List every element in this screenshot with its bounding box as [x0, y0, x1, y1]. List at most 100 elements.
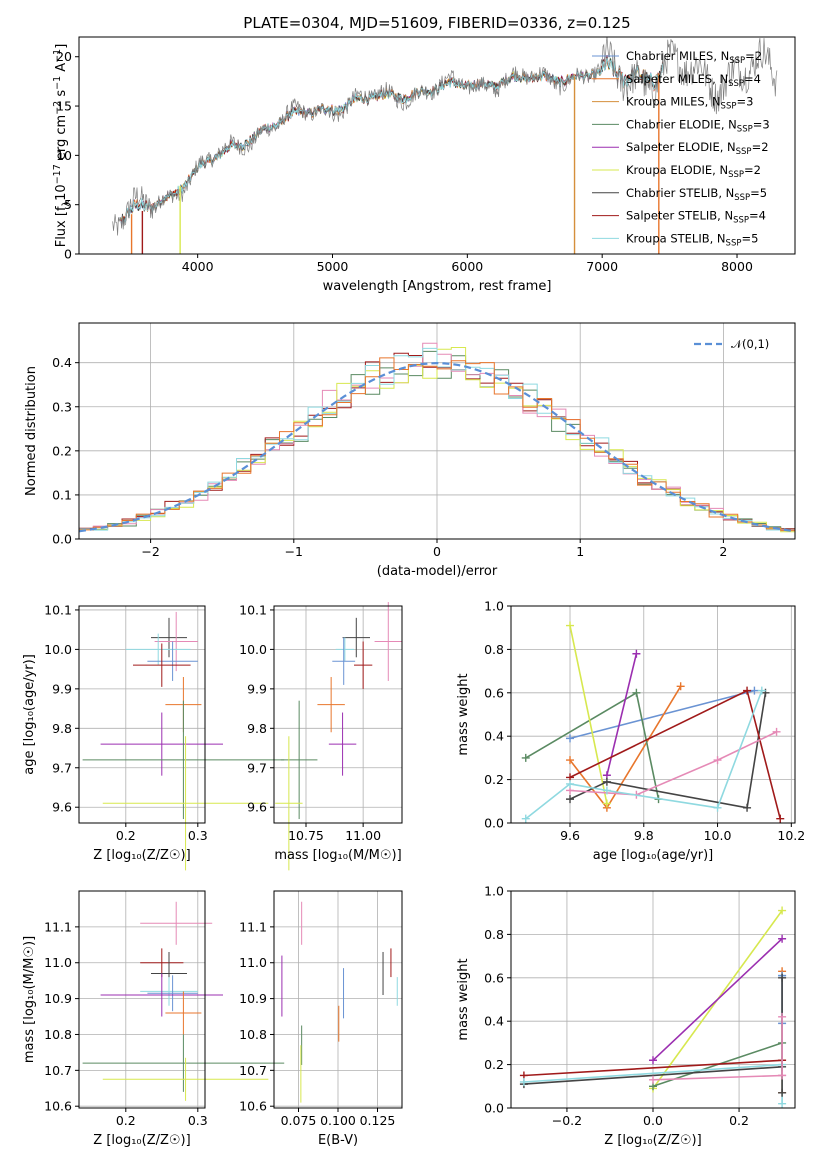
weight-marker	[521, 814, 530, 823]
y-tick-label: 0.0	[484, 816, 504, 831]
model-spectrum-line	[121, 58, 662, 221]
mass_vs_ebv-plot	[281, 901, 398, 1103]
weight-marker	[778, 1012, 787, 1021]
weight-marker	[750, 686, 759, 695]
weight-marker	[632, 688, 641, 697]
axes-frame	[78, 605, 206, 824]
y-tick-label: 0.4	[484, 729, 504, 744]
y-tick-label: 0	[64, 247, 72, 262]
y-axis-label-part: −1	[52, 76, 63, 90]
legend-sub: SSP	[726, 238, 742, 248]
x-axis-label: E(B-V)	[318, 1133, 358, 1148]
model-spectrum-line	[119, 57, 662, 224]
y-tick-label: 10.6	[44, 1099, 72, 1114]
y-tick-label: 0.8	[484, 642, 504, 657]
weight-marker	[566, 795, 575, 804]
y-tick-label: 10.8	[44, 1027, 72, 1042]
normal-curve	[78, 361, 796, 533]
legend-sub: SSP	[729, 56, 745, 66]
y-axis-label-part: λ	[61, 200, 72, 206]
weight-series-line	[523, 1059, 783, 1077]
x-tick-label: 0.125	[360, 1113, 396, 1128]
x-tick-label: 0.2	[116, 1113, 136, 1128]
y-axis-label: mass [log₁₀(M/M☉)]	[22, 936, 37, 1063]
y-tick-label: 20	[56, 49, 72, 64]
mass_vs_Z-plot	[82, 901, 285, 1101]
y-tick-label: 5	[64, 197, 72, 212]
y-tick-label: 10.8	[239, 1027, 267, 1042]
y-tick-label: 0.0	[484, 1101, 504, 1116]
x-axis-label: wavelength [Angstrom, rest frame]	[323, 279, 552, 294]
model-spectrum-line	[119, 58, 662, 225]
x-tick-label: 10.2	[777, 828, 805, 843]
model-spectrum-line	[124, 57, 664, 223]
y-tick-label: 0.2	[52, 443, 72, 458]
y-axis-label: age [log₁₀(age/yr)]	[22, 654, 37, 775]
x-tick-label: −1	[285, 544, 303, 559]
y-tick-label: 0.6	[484, 970, 504, 985]
x-tick-label: 7000	[586, 259, 618, 274]
age_vs_mass-frame: 10.75 11.00 9.6 9.7 9.8 9.9 10.0 10.1 mass [log₁…	[239, 602, 403, 863]
legend-label: Salpeter STELIB, N	[626, 209, 733, 223]
weight-series-line	[523, 1066, 783, 1085]
x-axis-label: (data-model)/error	[377, 564, 498, 579]
histogram-series	[79, 347, 795, 531]
y-tick-label: 10.6	[239, 1099, 267, 1114]
legend-label: Kroupa MILES, N	[626, 95, 721, 109]
legend-n: =2	[745, 49, 762, 63]
legend-label: Chabrier STELIB, N	[626, 186, 734, 200]
legend-entry: Salpeter STELIB, NSSP=4	[626, 209, 766, 226]
x-tick-label: 0	[433, 544, 441, 559]
y-tick-label: 0.3	[52, 399, 72, 414]
y-tick-label: 0.6	[484, 685, 504, 700]
y-axis-label: mass weight	[456, 958, 471, 1040]
x-axis-label: age [log₁₀(age/yr)]	[593, 848, 714, 863]
legend-n: =3	[753, 117, 770, 131]
weight-marker	[566, 756, 575, 765]
y-tick-label: 1.0	[484, 884, 504, 899]
mass_weight_vs_Z-plot	[519, 906, 787, 1108]
y-tick-label: 9.8	[247, 721, 267, 736]
age_vs_mass-plot	[275, 602, 402, 871]
mass_vs_ebv-frame: 0.075 0.100 0.125 10.6 10.7 10.8 10.9 11.0 11.1 E…	[239, 890, 403, 1148]
x-tick-label: −0.2	[552, 1113, 582, 1128]
weight-marker	[778, 906, 787, 915]
mass_weight_vs_age-plot	[521, 621, 785, 823]
weight-series-line	[569, 692, 767, 809]
weight-marker	[602, 799, 611, 808]
axes-frame	[273, 605, 403, 824]
model-spectrum-line	[119, 55, 664, 223]
weight-series-line	[652, 1074, 783, 1081]
axes-frame	[78, 36, 796, 255]
x-axis-label: mass [log₁₀(M/M☉)]	[274, 848, 401, 863]
x-tick-label: 0.3	[188, 1113, 208, 1128]
weight-series-line	[525, 691, 660, 800]
legend-entry: Salpeter MILES, NSSP=4	[626, 72, 761, 89]
mass_vs_ebv-axes	[274, 891, 402, 1108]
legend-entry: Chabrier MILES, NSSP=2	[626, 49, 762, 66]
y-axis-label-part: −17	[52, 164, 63, 184]
weight-marker	[649, 1075, 657, 1084]
y-tick-label: 10.1	[239, 602, 267, 617]
x-tick-label: 4000	[182, 259, 214, 274]
x-tick-label: 10.75	[288, 828, 324, 843]
weight-series-line	[523, 1063, 783, 1083]
weight-marker	[566, 734, 575, 743]
y-tick-label: 1.0	[484, 599, 504, 614]
y-tick-label: 11.0	[44, 955, 72, 970]
axes-frame	[78, 890, 206, 1109]
mass_weight_vs_Z-frame: −0.2 0.0 0.2 0.0 0.2 0.4 0.6 0.8 1.0 Z [log₁₀(Z/Z…	[456, 884, 796, 1148]
legend-entry: Chabrier STELIB, NSSP=5	[626, 186, 767, 203]
x-axis-label: Z [log₁₀(Z/Z☉)]	[93, 848, 190, 863]
y-tick-label: 10.9	[239, 991, 267, 1006]
weight-marker	[713, 756, 722, 765]
y-tick-label: 0.1	[52, 487, 72, 502]
histogram-series	[79, 357, 795, 531]
weight-series-line	[652, 938, 783, 1061]
weight-marker	[676, 682, 685, 691]
legend-label: Chabrier MILES, N	[626, 49, 729, 63]
legend-entry: 𝒩(0,1)	[731, 337, 769, 351]
weight-series-line	[569, 731, 777, 796]
